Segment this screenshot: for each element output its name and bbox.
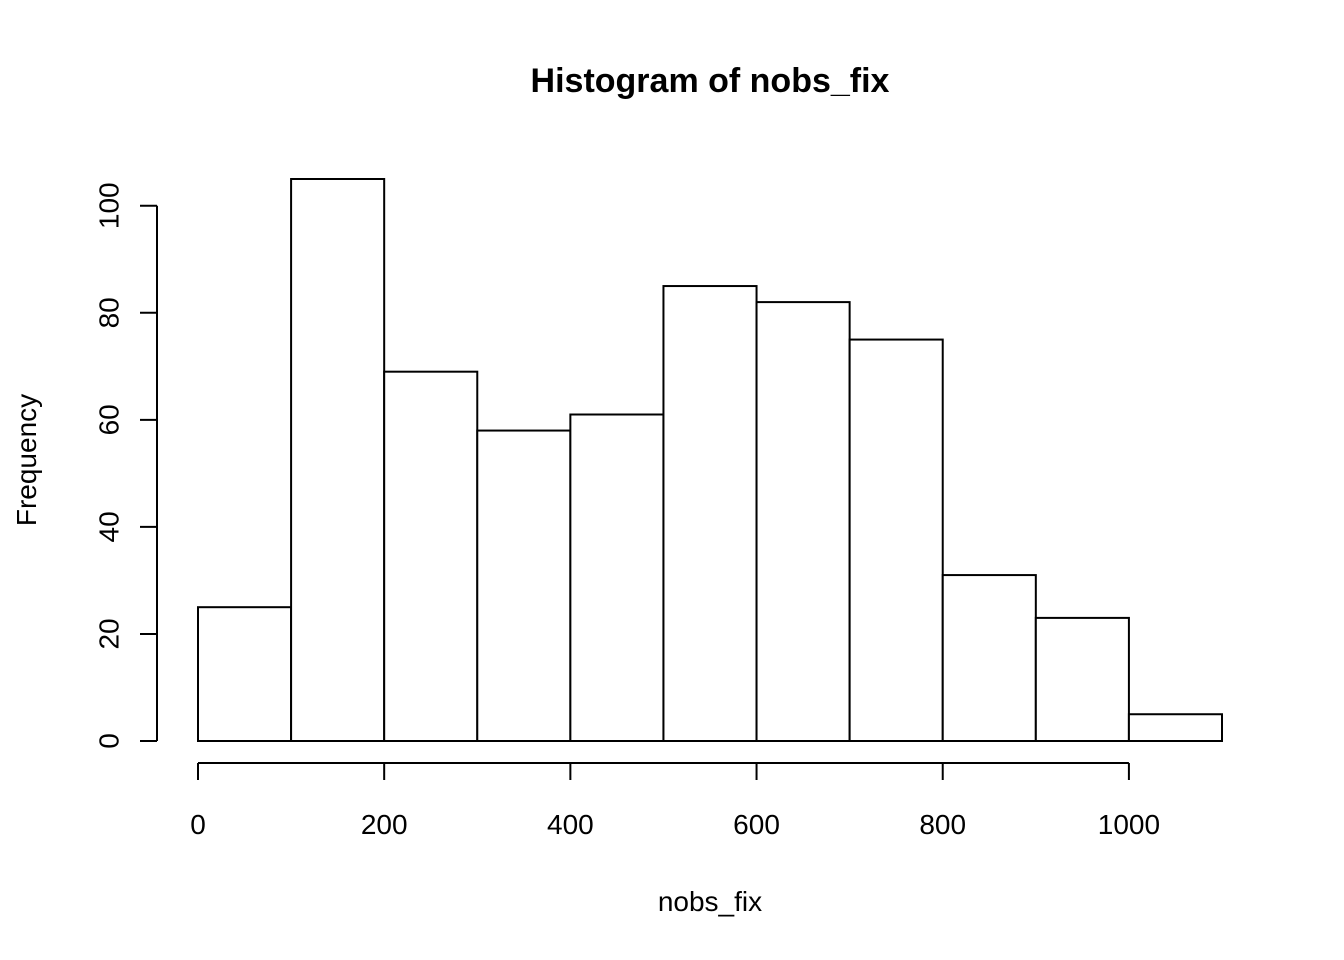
bar: [290, 178, 386, 742]
bar: [383, 370, 479, 742]
x-tick-label: 0: [190, 809, 206, 840]
bar: [197, 606, 293, 743]
bar: [476, 429, 572, 742]
bar: [755, 301, 851, 742]
x-tick-label: 600: [733, 809, 780, 840]
chart-title: Histogram of nobs_fix: [531, 62, 890, 100]
y-tick-label: 20: [93, 618, 124, 649]
y-tick-label: 40: [93, 511, 124, 542]
x-axis-label: nobs_fix: [658, 886, 762, 917]
bar: [569, 413, 665, 742]
bar: [1034, 616, 1130, 743]
bar: [1127, 713, 1223, 743]
y-tick-label: 0: [93, 733, 124, 749]
y-tick-label: 60: [93, 404, 124, 435]
y-tick-label: 100: [93, 182, 124, 229]
bar: [848, 338, 944, 742]
y-axis-label: Frequency: [11, 394, 42, 526]
x-tick-label: 800: [919, 809, 966, 840]
y-tick-label: 80: [93, 297, 124, 328]
x-tick-label: 200: [361, 809, 408, 840]
x-tick-label: 1000: [1098, 809, 1160, 840]
x-tick-label: 400: [547, 809, 594, 840]
bar: [662, 285, 758, 742]
bar: [941, 574, 1037, 742]
